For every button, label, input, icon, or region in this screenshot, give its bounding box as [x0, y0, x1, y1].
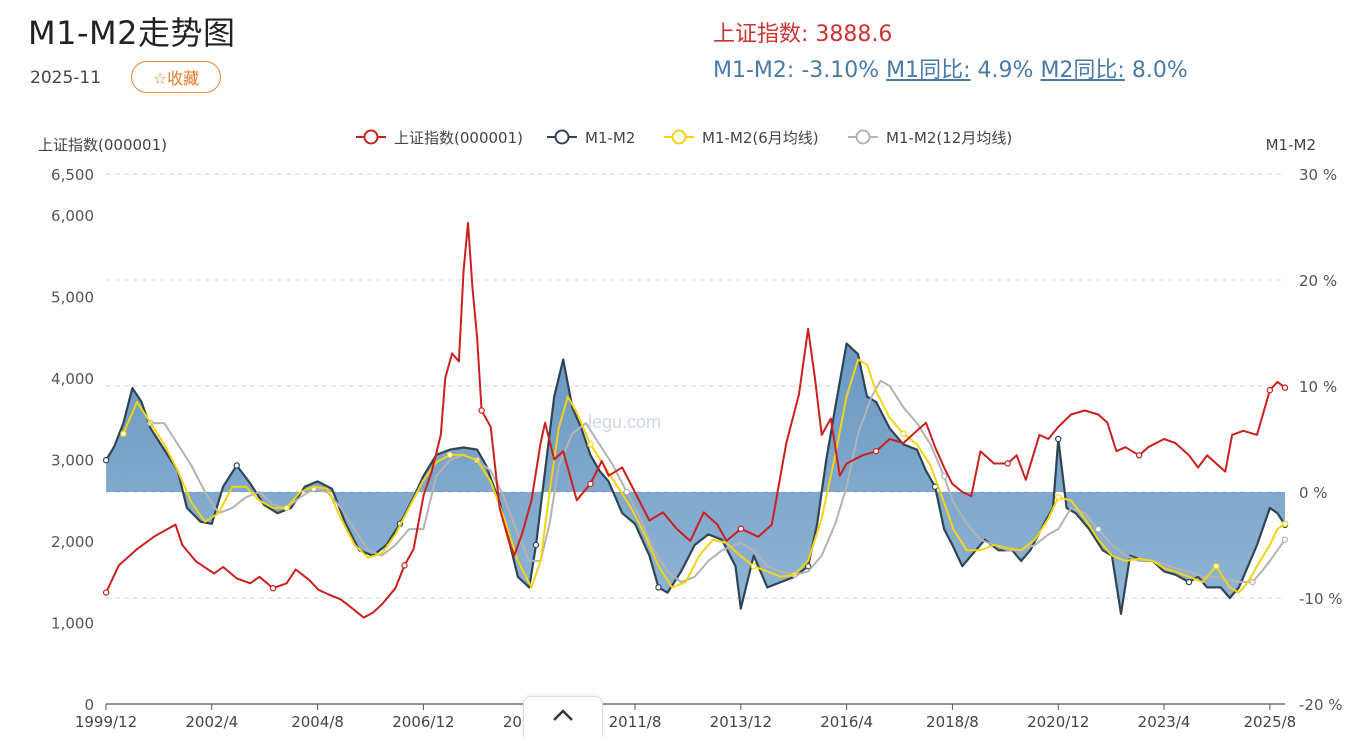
m1m2-value: -3.10%: [801, 58, 880, 83]
left-tick-label: 6,500: [51, 166, 94, 184]
data-point: [233, 462, 240, 469]
data-point: [623, 488, 630, 496]
chart-series: [102, 221, 1289, 619]
right-tick-label: -20 %: [1299, 696, 1343, 714]
right-tick-label: -10 %: [1299, 590, 1343, 608]
data-point: [1213, 563, 1220, 570]
right-tick-label: 10 %: [1299, 378, 1337, 396]
data-point: [1266, 386, 1274, 394]
right-tick-label: 20 %: [1299, 272, 1337, 290]
money-supply-summary: M1-M2: -3.10% M1同比: 4.9% M2同比: 8.0%: [713, 52, 1188, 84]
legend-item-0[interactable]: 上证指数(000001): [356, 129, 523, 147]
data-point: [478, 407, 485, 414]
legend-label: M1-M2(12月均线): [886, 129, 1012, 147]
sh-index-label: 上证指数:: [713, 22, 809, 47]
favorite-button[interactable]: ☆收藏: [131, 61, 221, 93]
report-date: 2025-11: [30, 68, 102, 88]
data-point: [940, 472, 948, 480]
collapse-button[interactable]: [523, 696, 603, 737]
m1-yoy-value: 4.9%: [977, 58, 1034, 83]
watermark: legu.com: [588, 412, 661, 432]
x-tick-label: 2023/4: [1138, 713, 1191, 730]
legend-marker: [554, 129, 570, 145]
data-point: [737, 525, 745, 532]
chevron-up-icon: [553, 709, 573, 721]
m1m2-area: [106, 343, 1286, 614]
x-tick-label: 2011/8: [609, 713, 662, 730]
right-tick-label: 30 %: [1299, 166, 1337, 184]
legend-item-2[interactable]: M1-M2(6月均线): [664, 129, 819, 147]
data-point: [1004, 460, 1011, 467]
x-tick-label: 2002/4: [185, 713, 238, 730]
m1m2-label: M1-M2:: [713, 58, 795, 83]
left-tick-label: 6,000: [51, 207, 94, 225]
legend-marker: [671, 129, 687, 145]
right-axis-title: M1-M2: [1266, 136, 1316, 154]
data-point: [1281, 520, 1289, 528]
m1m2-area-fill: [106, 343, 1286, 614]
legend-label: 上证指数(000001): [394, 129, 523, 147]
data-point: [102, 457, 110, 464]
series-line-0: [105, 221, 1286, 619]
left-tick-label: 1,000: [51, 614, 94, 632]
data-point: [655, 584, 662, 591]
x-tick-label: 2020/12: [1027, 713, 1089, 730]
m2-yoy-value: 8.0%: [1131, 58, 1188, 83]
x-tick-label: 2006/12: [392, 713, 454, 730]
sh-index-summary: 上证指数: 3888.6: [713, 16, 892, 48]
x-tick-label: 2025/8: [1243, 713, 1296, 730]
data-point: [102, 589, 110, 596]
legend-label: M1-M2: [585, 129, 635, 147]
left-axis-title: 上证指数(000001): [38, 136, 167, 154]
data-point: [804, 563, 812, 570]
legend-marker: [363, 129, 379, 145]
x-tick-label: 2013/12: [710, 713, 772, 730]
data-point: [446, 451, 454, 459]
page-title: M1-M2走势图: [28, 14, 236, 52]
chart-legend: 上证指数(000001) M1-M2 M1-M2(6月均线) M1-M2(12月均线): [356, 129, 1012, 147]
left-tick-label: 0: [84, 696, 94, 714]
sh-index-value: 3888.6: [815, 22, 893, 47]
data-point: [1095, 525, 1102, 533]
data-point: [1055, 435, 1062, 443]
data-point: [1135, 452, 1143, 459]
series-line-1: [105, 342, 1286, 616]
x-tick-label: 2016/4: [820, 713, 873, 730]
left-tick-label: 4,000: [51, 370, 94, 388]
legend-label: M1-M2(6月均线): [702, 129, 819, 147]
legend-marker: [855, 129, 871, 145]
data-point: [1055, 494, 1062, 501]
data-point: [587, 480, 594, 488]
x-tick-label: 2004/8: [291, 713, 344, 730]
data-point: [872, 448, 880, 455]
data-point: [900, 430, 907, 437]
data-point: [283, 504, 290, 512]
data-point: [1281, 384, 1289, 391]
data-point: [269, 585, 277, 592]
data-point: [1185, 578, 1193, 586]
legend-item-1[interactable]: M1-M2: [547, 129, 635, 147]
data-point: [401, 562, 408, 569]
m2-yoy-link[interactable]: M2同比:: [1040, 58, 1125, 83]
series-line-3: [150, 379, 1286, 584]
series-line-2: [122, 358, 1286, 594]
data-point: [587, 441, 594, 448]
left-tick-label: 3,000: [51, 451, 94, 469]
data-point: [532, 541, 540, 549]
right-tick-label: 0 %: [1299, 484, 1328, 502]
data-point: [1281, 536, 1289, 543]
data-point: [750, 563, 757, 570]
chart-axes: -20 % -10 % 0 % 10 % 20 % 30 % 0 1,000 2,000 3,00…: [38, 136, 1343, 730]
x-tick-label: 2018/8: [926, 713, 979, 730]
left-tick-label: 5,000: [51, 288, 94, 306]
legend-item-3[interactable]: M1-M2(12月均线): [848, 129, 1012, 147]
left-tick-label: 2,000: [51, 533, 94, 551]
data-point: [1249, 578, 1256, 586]
data-point: [120, 430, 127, 437]
x-tick-label: 1999/12: [75, 713, 137, 730]
m1-yoy-link[interactable]: M1同比:: [886, 58, 971, 83]
